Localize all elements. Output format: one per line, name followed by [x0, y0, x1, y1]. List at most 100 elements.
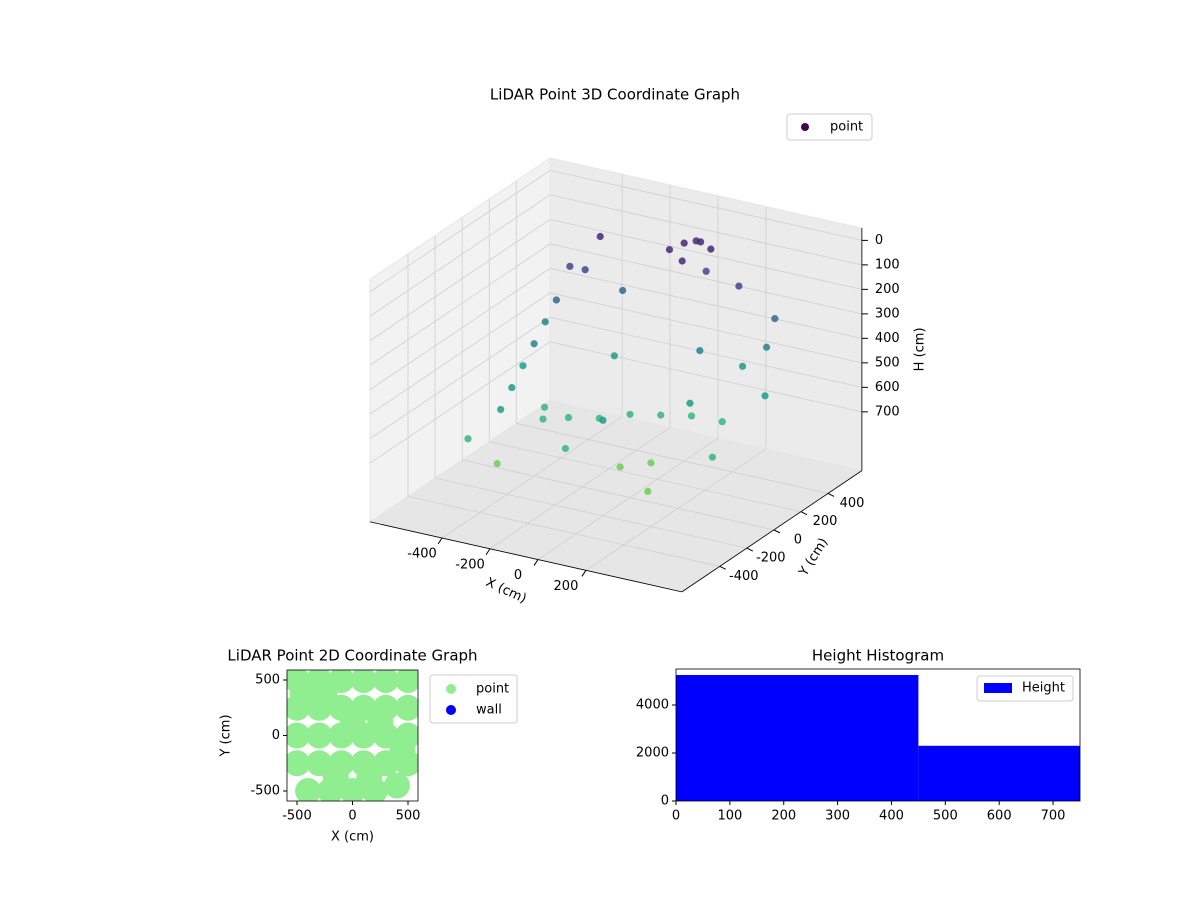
point: [311, 680, 338, 707]
point: [697, 238, 705, 246]
x-tick-label: 0: [672, 809, 680, 824]
chart-title: LiDAR Point 2D Coordinate Graph: [227, 647, 477, 665]
grid-line: [489, 185, 671, 550]
x-tick-label: 500: [396, 809, 421, 824]
point: [389, 735, 416, 762]
point: [771, 315, 779, 323]
point: [519, 362, 527, 370]
z-tick-label: 300: [875, 306, 900, 321]
legend-marker: [446, 705, 456, 715]
point: [540, 403, 549, 411]
y-tick-label: -500: [250, 784, 280, 799]
grid-line: [369, 243, 862, 366]
z-tick-label: 200: [875, 282, 900, 297]
z-tick-label: 100: [875, 257, 900, 272]
grid-line: [441, 174, 623, 539]
x-tick-label: -200: [455, 557, 485, 572]
legend-box: [429, 674, 518, 724]
y-tick-label: -200: [756, 551, 786, 566]
tick-mark: [437, 537, 443, 545]
y-tick-label: -400: [729, 569, 759, 584]
legend-marker: [446, 684, 456, 694]
point: [395, 694, 418, 721]
point: [564, 413, 573, 422]
x-tick-label: 100: [717, 809, 742, 824]
x-tick-label: 300: [825, 809, 850, 824]
legend-patch: [984, 683, 1012, 693]
point: [686, 399, 694, 407]
point: [561, 444, 570, 453]
point: [761, 392, 769, 400]
point: [626, 410, 634, 418]
tick-mark: [719, 565, 726, 570]
point: [678, 257, 686, 265]
x-tick-label: 600: [987, 809, 1012, 824]
x-tick-label: 500: [933, 809, 958, 824]
x-tick-label: -400: [407, 547, 437, 562]
y-tick-label: 2000: [636, 746, 669, 761]
point: [372, 670, 399, 693]
point: [530, 340, 538, 348]
point: [464, 435, 472, 443]
point: [657, 411, 665, 419]
point: [680, 239, 688, 247]
x-tick-label: 200: [771, 809, 796, 824]
axes-frame: [675, 668, 1081, 802]
point: [665, 245, 674, 254]
point: [616, 463, 624, 471]
grid-line: [369, 292, 862, 415]
point: [687, 412, 696, 420]
point: [497, 405, 505, 414]
point: [350, 670, 377, 693]
point: [539, 415, 547, 423]
y-tick-label: 0: [661, 794, 669, 809]
grid-line: [369, 316, 862, 439]
tick-mark: [773, 529, 781, 534]
grid-line: [369, 169, 862, 292]
point: [738, 362, 747, 370]
point: [735, 282, 743, 290]
legend-label: wall: [476, 703, 502, 718]
tick-mark: [746, 547, 754, 552]
tick-mark: [533, 559, 539, 566]
y-tick-label: 4000: [636, 698, 669, 713]
z-tick-label: 500: [875, 355, 900, 370]
legend-label: point: [830, 120, 863, 135]
bar: [918, 745, 1080, 801]
point: [289, 680, 316, 707]
grid-line: [537, 195, 719, 560]
point: [702, 267, 710, 275]
x-tick-label: 0: [514, 568, 522, 583]
y-axis-label: Y (cm): [219, 714, 234, 757]
point: [306, 722, 333, 749]
plot-area: [287, 670, 418, 801]
x-tick-label: 400: [879, 809, 904, 824]
chart-title: LiDAR Point 3D Coordinate Graph: [490, 86, 740, 104]
point: [287, 722, 310, 749]
chart-title: Height Histogram: [812, 647, 944, 665]
point: [566, 262, 574, 270]
point: [596, 232, 604, 241]
point: [647, 459, 655, 467]
grid-line: [369, 267, 862, 390]
point: [619, 286, 627, 295]
point: [707, 245, 715, 253]
legend-box: [786, 113, 873, 141]
y-tick-label: 400: [840, 496, 865, 511]
x-tick-label: 700: [1041, 809, 1066, 824]
legend-label: Height: [1022, 681, 1065, 696]
z-tick-label: 600: [875, 380, 900, 395]
y-tick-label: 500: [255, 672, 280, 687]
y-axis-line: [681, 470, 863, 593]
point: [395, 670, 418, 693]
point: [696, 346, 704, 355]
grid-line: [369, 341, 862, 464]
point: [552, 296, 560, 304]
point: [762, 343, 771, 351]
point: [718, 418, 726, 426]
grid-line: [407, 253, 720, 567]
y-tick-label: 0: [794, 532, 802, 547]
grid-line: [369, 218, 862, 341]
z-tick-label: 700: [875, 404, 900, 419]
